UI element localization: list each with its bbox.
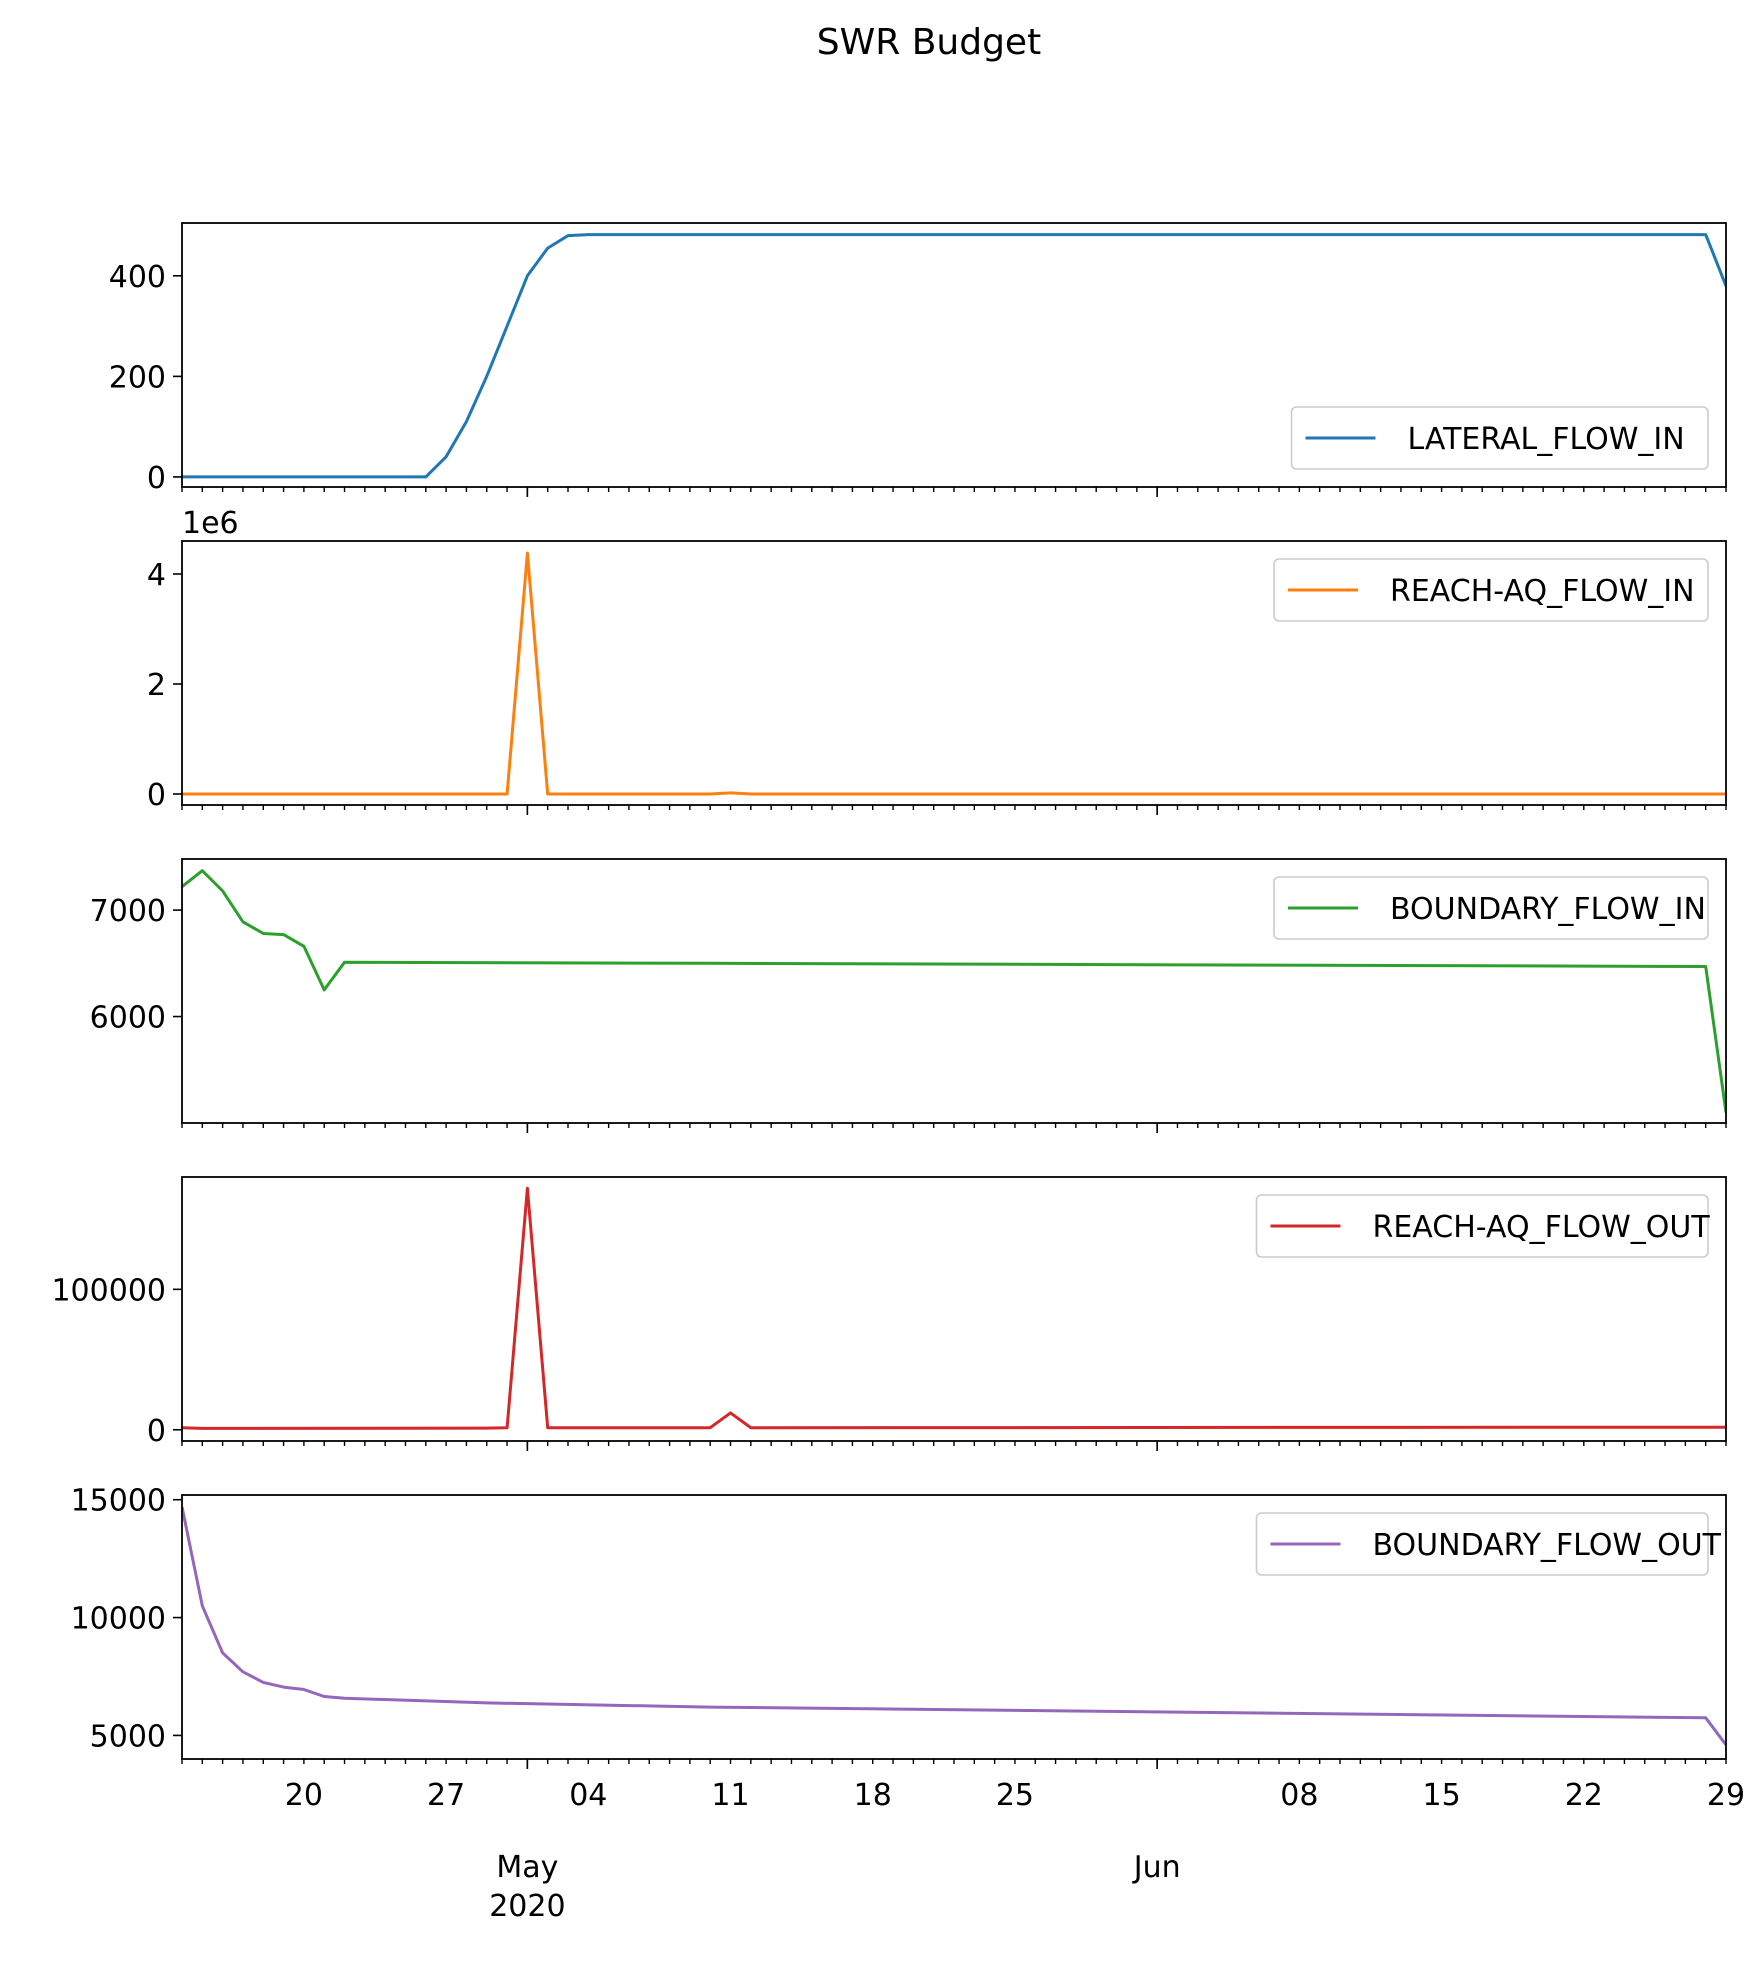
x-tick-label: 22: [1565, 1778, 1603, 1813]
x-month-label: May: [496, 1850, 558, 1885]
y-tick-label: 4: [147, 558, 166, 593]
x-tick-label: 08: [1280, 1778, 1318, 1813]
x-tick-label: 27: [427, 1778, 465, 1813]
legend-label: REACH-AQ_FLOW_OUT: [1373, 1210, 1711, 1245]
y-tick-label: 0: [147, 1414, 166, 1449]
x-tick-label: 11: [711, 1778, 749, 1813]
legend: LATERAL_FLOW_IN: [1290, 406, 1709, 470]
series-line-boundary_flow_in: [182, 869, 1726, 1113]
legend-box: [1273, 558, 1709, 622]
legend: REACH-AQ_FLOW_IN: [1273, 558, 1709, 622]
axes-frame: [181, 222, 1727, 488]
legend-label: BOUNDARY_FLOW_IN: [1390, 892, 1706, 927]
x-tick-label: 04: [569, 1778, 607, 1813]
series-line-reach-aq_flow_in: [182, 551, 1726, 796]
y-tick-label: 7000: [90, 894, 166, 929]
y-tick-label: 0: [147, 461, 166, 496]
axes-frame: [181, 1176, 1727, 1442]
subplot-1: 0 200 400 LATERAL_FLOW_IN: [109, 222, 1727, 497]
legend-label: LATERAL_FLOW_IN: [1408, 422, 1685, 457]
axes-frame: [181, 1494, 1727, 1760]
x-tick-label: 20: [285, 1778, 323, 1813]
legend-box: [1255, 1512, 1709, 1576]
axes-frame: [181, 858, 1727, 1124]
y-tick-label: 15000: [71, 1484, 166, 1519]
legend-label: BOUNDARY_FLOW_OUT: [1373, 1528, 1722, 1563]
x-year-label: 2020: [489, 1889, 565, 1924]
x-tick-label: 18: [854, 1778, 892, 1813]
legend: REACH-AQ_FLOW_OUT: [1255, 1194, 1711, 1258]
y-tick-label: 0: [147, 778, 166, 813]
legend: BOUNDARY_FLOW_OUT: [1255, 1512, 1722, 1576]
y-tick-label: 5000: [90, 1719, 166, 1754]
y-tick-label: 100000: [51, 1273, 166, 1308]
subplot-3: 6000 7000 BOUNDARY_FLOW_IN: [90, 858, 1727, 1133]
series-line-reach-aq_flow_out: [182, 1186, 1726, 1430]
legend: BOUNDARY_FLOW_IN: [1273, 876, 1709, 940]
y-tick-label: 400: [109, 260, 166, 295]
x-tick-label: 15: [1422, 1778, 1460, 1813]
y-tick-label: 2: [147, 668, 166, 703]
legend-box: [1273, 876, 1709, 940]
subplot-4: 0 100000 REACH-AQ_FLOW_OUT: [51, 1176, 1727, 1451]
series-line-boundary_flow_out: [182, 1506, 1726, 1746]
legend-box: [1290, 406, 1709, 470]
legend-label: REACH-AQ_FLOW_IN: [1390, 574, 1695, 609]
x-tick-label: 29: [1707, 1778, 1745, 1813]
figure-title: SWR Budget: [817, 22, 1041, 63]
axes-frame: [181, 540, 1727, 806]
subplot-2: 0 2 4 1e6 REACH-AQ_FLOW_IN: [147, 506, 1727, 815]
series-line-lateral_flow_in: [182, 233, 1726, 479]
x-month-label: Jun: [1132, 1850, 1181, 1885]
legend-box: [1255, 1194, 1709, 1258]
y-offset-text: 1e6: [182, 506, 239, 541]
x-tick-label: 25: [996, 1778, 1034, 1813]
y-tick-label: 200: [109, 360, 166, 395]
y-tick-label: 10000: [71, 1602, 166, 1637]
subplot-5: 5000 10000 15000 BOUNDARY_FLOW_OUT: [71, 1484, 1727, 1769]
y-tick-label: 6000: [90, 1001, 166, 1036]
